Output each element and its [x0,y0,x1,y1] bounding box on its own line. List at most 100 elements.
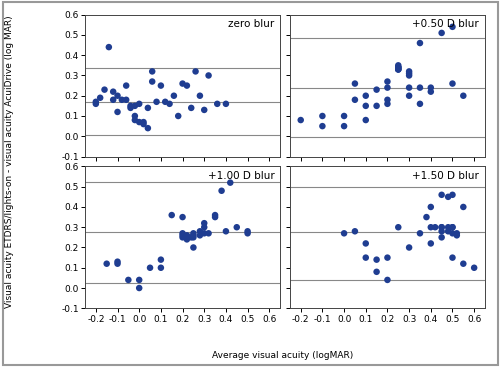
Point [416,85,424,91]
Point [192,69,200,75]
Point [200,230,208,236]
Point [405,70,413,76]
Point [178,81,186,87]
Point [204,230,212,236]
Point [416,101,424,107]
Point [183,232,191,238]
Point [384,101,392,107]
Point [453,230,461,236]
Point [131,117,139,123]
Point [135,285,143,291]
Point [394,62,402,68]
Point [166,101,173,107]
Point [362,240,370,246]
Point [200,224,208,230]
Point [187,235,195,240]
Text: +1.50 D blur: +1.50 D blur [412,171,479,181]
Point [157,265,165,271]
Point [190,232,198,238]
Point [196,93,204,99]
Point [114,93,122,99]
Point [438,192,446,198]
Point [362,117,370,123]
Point [394,66,402,72]
Point [340,123,348,129]
Point [114,259,122,265]
Point [144,105,152,111]
Point [438,228,446,234]
Point [448,224,456,230]
Point [114,261,122,267]
Point [438,235,446,240]
Point [161,99,169,105]
Point [384,79,392,84]
Point [340,230,348,236]
Text: zero blur: zero blur [228,19,274,29]
Point [394,65,402,70]
Point [453,232,461,238]
Point [114,109,122,115]
Text: Visual acuity ETDRS/lights-on - visual acuity AcuiDrive (log MAR): Visual acuity ETDRS/lights-on - visual a… [6,15,15,308]
Point [102,261,110,267]
Point [92,99,100,105]
Point [394,65,402,70]
Point [444,228,452,234]
Point [444,224,452,230]
Point [178,235,186,240]
Point [448,230,456,236]
Point [122,83,130,88]
Point [394,66,402,72]
Point [405,69,413,75]
Point [157,257,165,262]
Point [416,40,424,46]
Point [168,212,175,218]
Point [318,113,326,119]
Point [372,87,380,92]
Point [405,93,413,99]
Point [118,97,126,103]
Point [372,269,380,275]
Point [140,121,147,127]
Point [211,214,219,220]
Point [124,277,132,283]
Point [427,224,435,230]
Point [427,85,435,91]
Point [351,228,359,234]
Point [213,101,221,107]
Point [460,93,468,99]
Text: Average visual acuity (logMAR): Average visual acuity (logMAR) [212,350,353,360]
Point [340,113,348,119]
Point [427,89,435,95]
Point [122,97,130,103]
Point [448,224,456,230]
Point [372,103,380,109]
Point [460,204,468,210]
Point [438,30,446,36]
Point [394,66,402,72]
Point [109,89,117,95]
Point [157,83,165,88]
Point [196,232,204,238]
Point [109,97,117,103]
Point [460,261,468,267]
Point [100,87,108,92]
Point [144,125,152,131]
Point [384,277,392,283]
Point [105,44,113,50]
Point [196,228,204,234]
Point [384,97,392,103]
Point [444,194,452,200]
Point [427,240,435,246]
Point [178,232,186,238]
Point [152,99,160,105]
Point [140,119,147,125]
Point [178,230,186,236]
Point [244,228,252,234]
Point [448,192,456,198]
Point [200,220,208,226]
Point [351,97,359,103]
Point [148,79,156,84]
Point [438,224,446,230]
Point [178,214,186,220]
Point [96,95,104,101]
